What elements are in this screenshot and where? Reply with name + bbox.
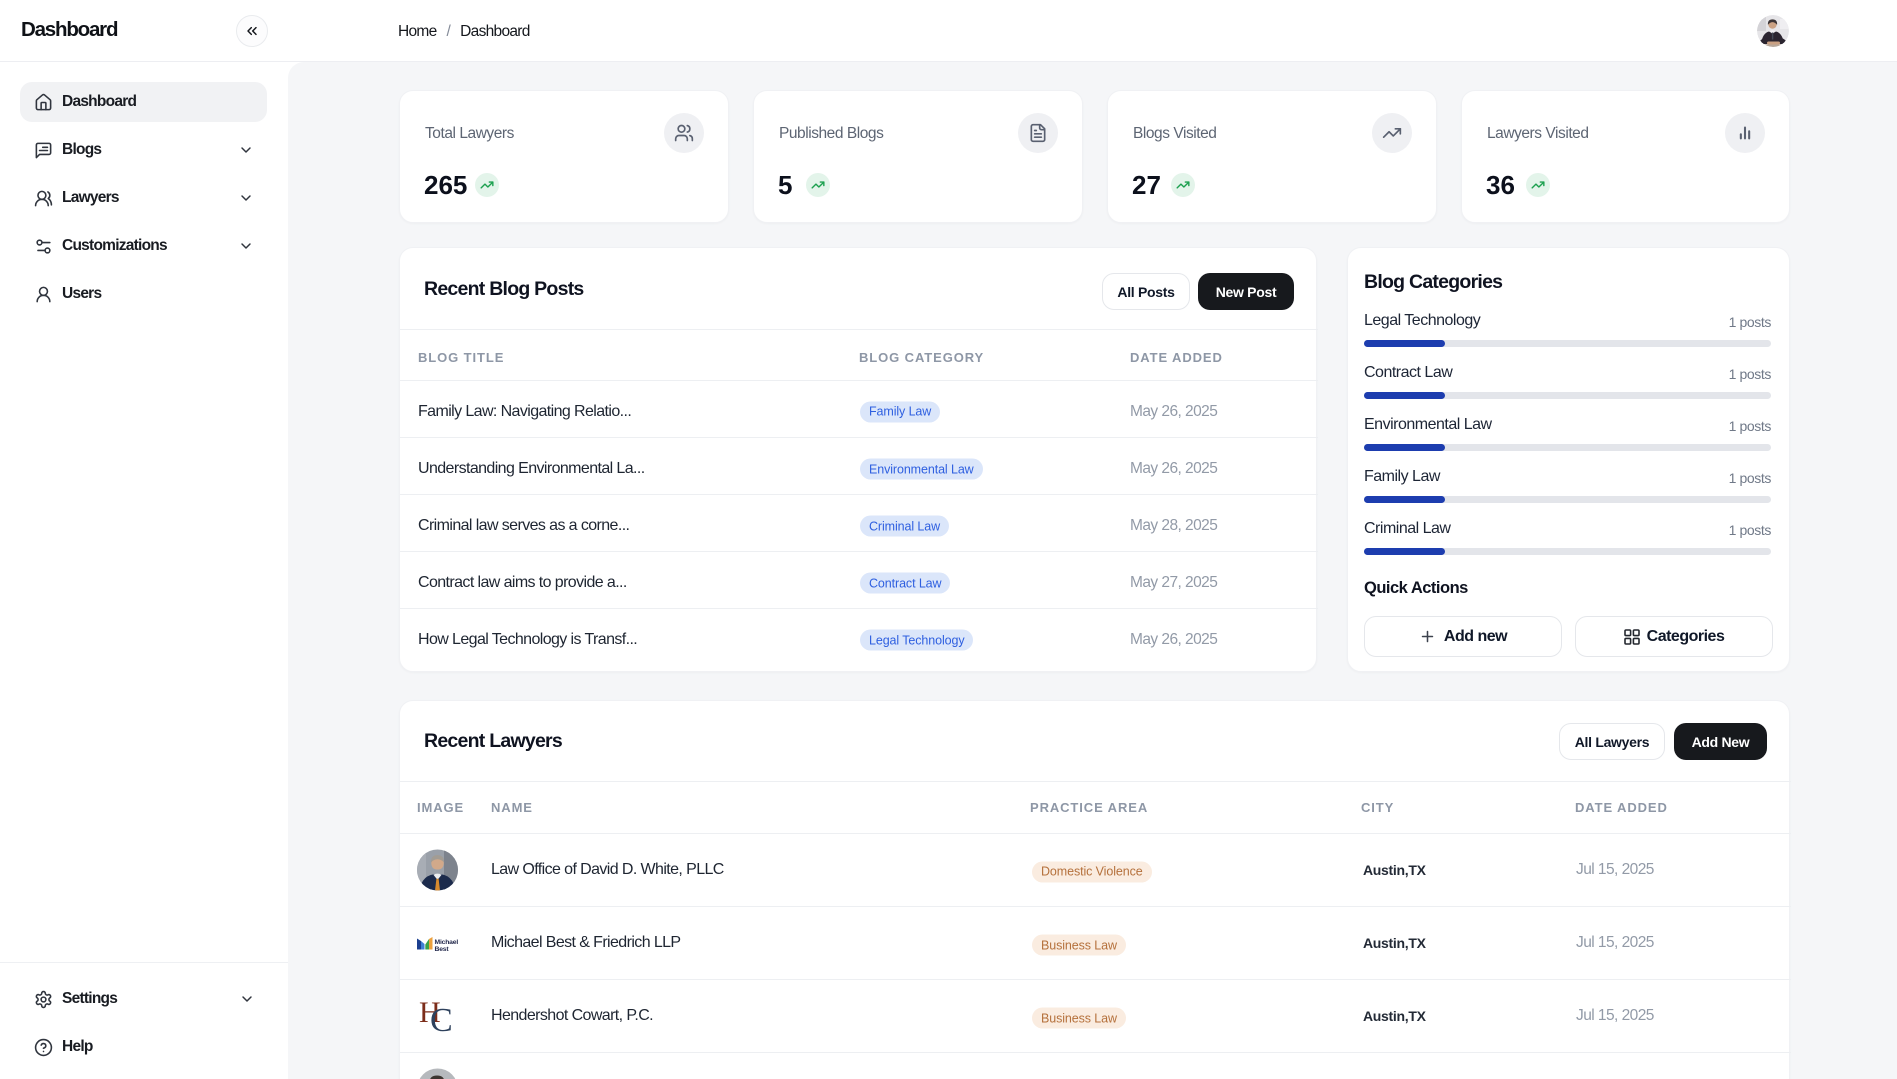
svg-text:Best: Best (435, 946, 450, 953)
svg-text:Michael: Michael (435, 939, 459, 946)
svg-text:H: H (419, 996, 441, 1029)
svg-text:C: C (430, 1002, 453, 1038)
